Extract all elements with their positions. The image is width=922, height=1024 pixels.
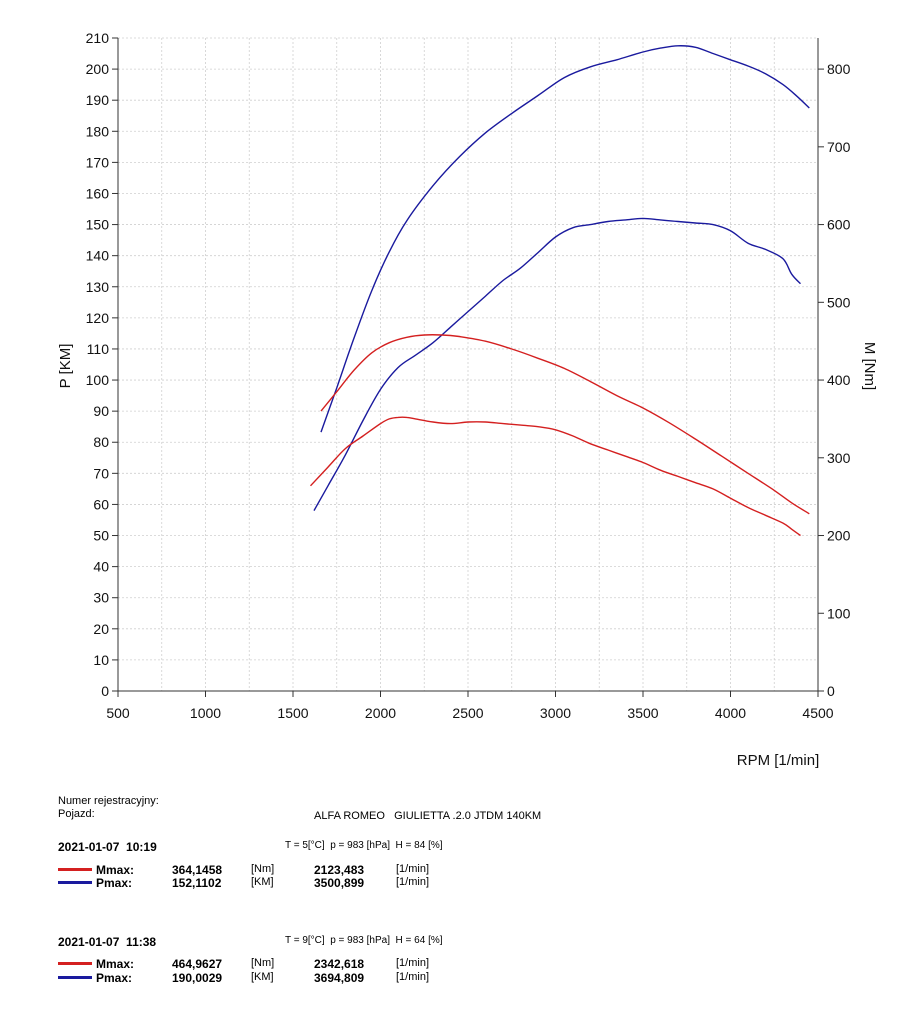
x-tick-label: 500 (106, 705, 130, 721)
legend-swatch-red (58, 962, 92, 965)
y-tick-label-left: 50 (93, 528, 109, 544)
legend-value: 364,1458 (172, 863, 223, 877)
legend-label: Pmax: (96, 971, 133, 985)
vehicle-label: Pojazd: (58, 808, 95, 820)
y-tick-label-right: 0 (827, 683, 835, 699)
y-tick-label-left: 10 (93, 652, 109, 668)
y-tick-label-left: 0 (101, 683, 109, 699)
legend-unit: [KM] (251, 876, 274, 888)
legend-unit: [Nm] (251, 957, 275, 969)
chart-axes: 0 10 20 30 40 50 60 70 80 90 100 110 120 130 140 150 160… (86, 30, 851, 721)
registration-label: Numer rejestracyjny: (58, 795, 159, 807)
x-tick-label: 4500 (802, 705, 833, 721)
y-tick-label-left: 210 (86, 30, 110, 46)
y-tick-label-left: 100 (86, 372, 110, 388)
legend-rpm: 2123,483 (314, 863, 365, 877)
x-axis-label: RPM [1/min] (737, 752, 820, 769)
y-tick-label-left: 70 (93, 465, 109, 481)
y-tick-label-left: 150 (86, 217, 110, 233)
y-tick-label-left: 190 (86, 92, 110, 108)
y-tick-label-left: 80 (93, 434, 109, 450)
x-tick-label: 3500 (627, 705, 658, 721)
legend-rpm-unit: [1/min] (396, 876, 430, 888)
vehicle-name: ALFA ROMEO GIULIETTA .2.0 JTDM 140KM (314, 810, 542, 822)
y-tick-label-right: 700 (827, 139, 851, 155)
y-tick-label-right: 100 (827, 605, 851, 621)
legend-swatch-red (58, 868, 92, 871)
run-2-power-row: Pmax: 190,0029 [KM] 3694,809 [1/min] (58, 971, 478, 985)
run-1-date: 2021-01-07 10:19 (58, 840, 157, 854)
series-line-3 (320, 334, 810, 515)
legend-label: Mmax: (96, 957, 135, 971)
legend-value: 190,0029 (172, 971, 223, 985)
chart-grid (117, 37, 819, 692)
legend-unit: [KM] (251, 971, 274, 983)
y-tick-label-left: 40 (93, 559, 109, 575)
y-tick-label-left: 170 (86, 154, 110, 170)
y-axis-label-left: P [KM] (57, 344, 74, 389)
x-tick-label: 1000 (190, 705, 221, 721)
run-1-power-row: Pmax: 152,1102 [KM] 3500,899 [1/min] (58, 876, 478, 890)
y-tick-label-right: 400 (827, 372, 851, 388)
run-2-torque-row: Mmax: 464,9627 [Nm] 2342,618 [1/min] (58, 957, 478, 971)
x-tick-label: 4000 (715, 705, 746, 721)
legend-rpm-unit: [1/min] (396, 957, 430, 969)
y-tick-label-right: 300 (827, 450, 851, 466)
legend-rpm: 3500,899 (314, 876, 365, 890)
run-1-conditions: T = 5[°C] p = 983 [hPa] H = 84 [%] (285, 840, 443, 851)
y-tick-label-right: 800 (827, 61, 851, 77)
x-tick-label: 3000 (540, 705, 571, 721)
y-tick-label-left: 90 (93, 403, 109, 419)
run-2-date: 2021-01-07 11:38 (58, 935, 157, 949)
y-tick-label-left: 20 (93, 621, 109, 637)
y-tick-label-left: 30 (93, 590, 109, 606)
y-tick-label-right: 200 (827, 528, 851, 544)
legend-unit: [Nm] (251, 863, 275, 875)
run-1-torque-row: Mmax: 364,1458 [Nm] 2123,483 [1/min] (58, 863, 478, 877)
legend-rpm-unit: [1/min] (396, 971, 430, 983)
legend-swatch-blue (58, 881, 92, 884)
y-tick-label-left: 180 (86, 123, 110, 139)
legend-rpm: 2342,618 (314, 957, 365, 971)
y-tick-label-right: 500 (827, 294, 851, 310)
run-2-conditions: T = 9[°C] p = 983 [hPa] H = 64 [%] (285, 935, 443, 946)
y-tick-label-left: 60 (93, 496, 109, 512)
chart-series (309, 45, 810, 537)
y-tick-label-left: 200 (86, 61, 110, 77)
y-tick-label-left: 130 (86, 279, 110, 295)
series-line-4 (309, 416, 801, 537)
x-tick-label: 2500 (452, 705, 483, 721)
dyno-chart: 0 10 20 30 40 50 60 70 80 90 100 110 120 130 140 150 160… (57, 30, 878, 769)
series-line-2 (313, 217, 802, 511)
series-line-1 (320, 45, 810, 433)
y-tick-label-left: 160 (86, 185, 110, 201)
legend-value: 152,1102 (172, 876, 222, 890)
legend-value: 464,9627 (172, 957, 223, 971)
y-tick-label-left: 110 (87, 341, 110, 357)
y-tick-label-left: 140 (86, 248, 110, 264)
x-tick-label: 2000 (365, 705, 396, 721)
y-tick-label-right: 600 (827, 217, 851, 233)
legend-rpm-unit: [1/min] (396, 863, 430, 875)
legend-swatch-blue (58, 976, 92, 979)
legend-label: Mmax: (96, 863, 135, 877)
x-tick-label: 1500 (277, 705, 308, 721)
y-axis-label-right: M [Nm] (861, 342, 878, 390)
y-tick-label-left: 120 (86, 310, 110, 326)
legend-label: Pmax: (96, 876, 133, 890)
legend-rpm: 3694,809 (314, 971, 365, 985)
